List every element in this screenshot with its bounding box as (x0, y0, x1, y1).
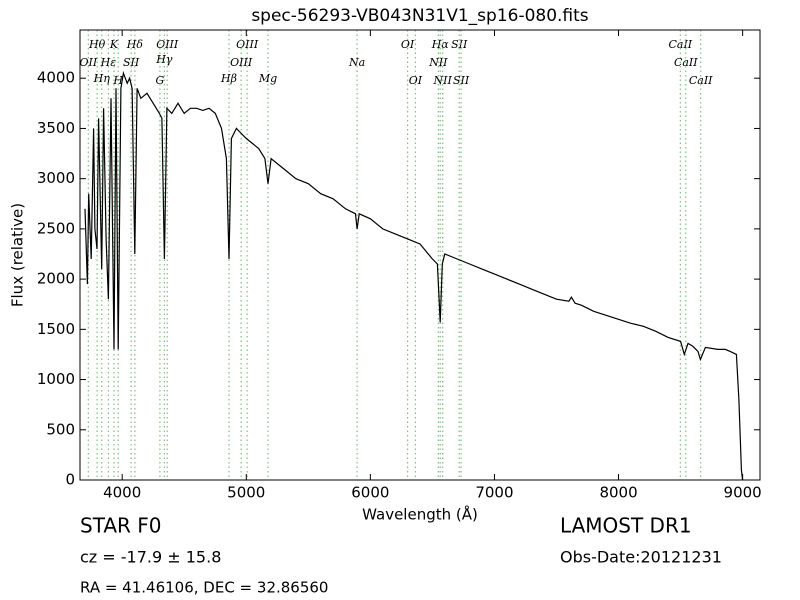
spectral-line-label: G (156, 74, 165, 87)
x-tick-label: 8000 (599, 484, 637, 502)
y-tick-label: 4000 (37, 69, 75, 87)
spectral-line-label: OIII (236, 38, 259, 51)
y-tick-label: 1000 (37, 370, 75, 388)
spectral-line-label: Hη (93, 72, 111, 85)
spectral-line-label: OI (401, 38, 415, 51)
x-tick-label: 7000 (475, 484, 513, 502)
y-tick-label: 0 (65, 471, 75, 489)
annotation: Obs-Date:20121231 (560, 548, 722, 567)
x-tick-label: 6000 (351, 484, 389, 502)
annotation: cz = -17.9 ± 15.8 (80, 548, 221, 567)
spectral-line-label: CaII (689, 74, 713, 87)
spectral-line-label: Hε (100, 56, 117, 69)
annotation: STAR F0 (80, 514, 162, 538)
spectral-line-label: K (109, 38, 119, 51)
x-tick-label: 5000 (227, 484, 265, 502)
spectral-line-label: SII (453, 74, 470, 87)
spectrum-line (84, 70, 744, 481)
y-tick-label: 500 (46, 420, 75, 438)
plot-frame (79, 29, 761, 481)
x-axis-label: Wavelength (Å) (362, 505, 478, 524)
spectral-line-label: Hδ (126, 38, 144, 51)
annotation: RA = 41.46106, DEC = 32.86560 (80, 579, 328, 597)
x-tick-label: 9000 (724, 484, 762, 502)
spectral-line-label: Mg (258, 72, 277, 85)
spectral-line-label: Hγ (155, 53, 173, 66)
y-tick-label: 2000 (37, 270, 75, 288)
annotation: LAMOST DR1 (560, 514, 692, 538)
y-tick-label: 2500 (37, 219, 75, 237)
spectral-line-label: OIII (156, 38, 179, 51)
spectral-line-label: NII (433, 74, 453, 87)
spectral-line-label: SII (451, 38, 468, 51)
spectral-line-label: CaII (668, 38, 692, 51)
spectral-line-label: Hα (431, 38, 450, 51)
spectral-line-label: Hθ (88, 38, 106, 51)
spectral-line-label: Hβ (220, 72, 237, 85)
spectral-line-label: OII (79, 56, 97, 69)
spectral-line-label: OIII (230, 56, 253, 69)
spectral-line-label: OI (409, 74, 423, 87)
y-tick-label: 3500 (37, 119, 75, 137)
y-axis-label: Flux (relative) (9, 203, 27, 307)
spectral-line-label: NII (428, 56, 448, 69)
y-tick-label: 1500 (37, 320, 75, 338)
spectral-line-label: CaII (674, 56, 698, 69)
y-tick-label: 3000 (37, 169, 75, 187)
spectral-line-label: Na (348, 56, 365, 69)
chart-title: spec-56293-VB043N31V1_sp16-080.fits (251, 6, 588, 26)
spectral-line-label: SII (123, 56, 140, 69)
spectral-line-label: H (112, 74, 123, 87)
x-tick-label: 4000 (103, 484, 141, 502)
